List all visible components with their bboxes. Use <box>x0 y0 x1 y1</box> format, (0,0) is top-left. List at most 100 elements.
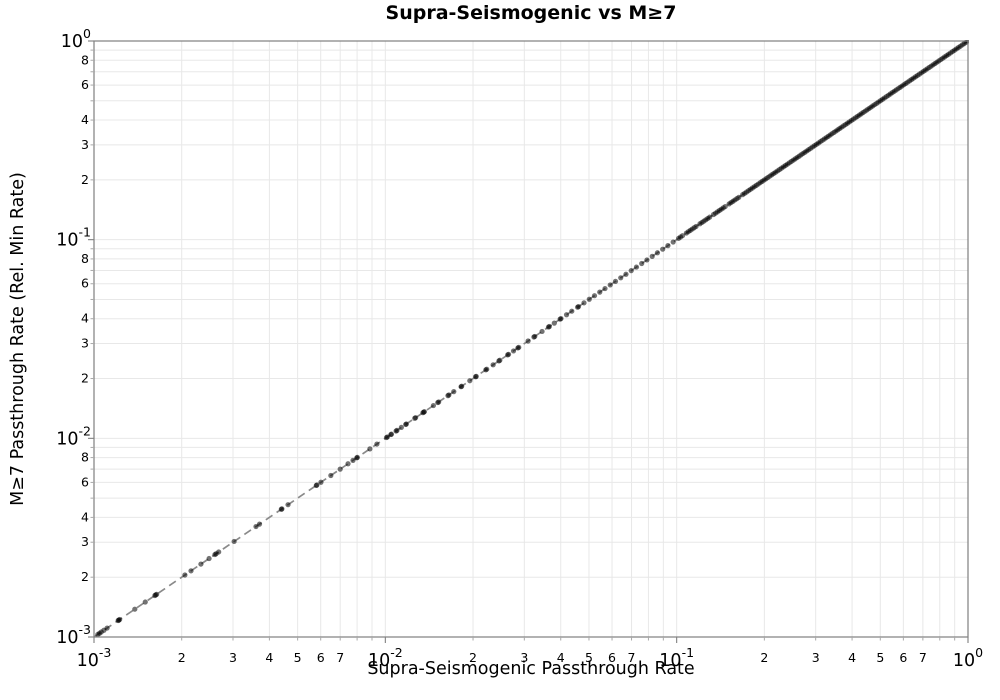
data-point <box>285 502 291 508</box>
y-major-tick-label: 10-3 <box>56 622 91 648</box>
data-point <box>558 315 564 322</box>
data-point <box>670 239 676 245</box>
data-point <box>328 472 334 479</box>
data-point <box>679 233 686 239</box>
y-major-tick-label: 100 <box>61 26 91 52</box>
data-point <box>551 320 557 326</box>
data-point <box>388 431 395 437</box>
data-point <box>374 441 380 447</box>
data-point <box>354 454 360 461</box>
data-point <box>117 616 123 623</box>
data-point <box>633 264 640 270</box>
x-minor-tick-label: 4 <box>848 650 856 665</box>
data-point <box>665 243 671 249</box>
x-minor-tick-label: 2 <box>760 650 768 665</box>
x-minor-tick-label: 6 <box>899 650 907 665</box>
data-point <box>394 427 400 433</box>
data-point <box>623 271 629 277</box>
y-minor-tick-label: 2 <box>81 172 89 187</box>
data-point <box>350 457 356 463</box>
data-point <box>398 424 404 431</box>
y-minor-tick-label: 3 <box>81 137 89 152</box>
chart-title: Supra-Seismogenic vs M≥7 <box>385 2 677 24</box>
data-point <box>654 250 661 256</box>
data-point <box>525 338 531 344</box>
y-minor-tick-label: 4 <box>81 311 89 326</box>
data-point <box>569 308 575 314</box>
data-point <box>497 357 503 363</box>
x-minor-tick-label: 2 <box>178 650 186 665</box>
y-major-tick-label: 10-1 <box>56 225 91 251</box>
x-minor-tick-label: 5 <box>294 650 302 665</box>
data-point <box>206 555 212 562</box>
identity-reference-line <box>93 40 969 638</box>
x-minor-tick-label: 7 <box>628 650 636 665</box>
data-point <box>403 421 409 427</box>
data-point <box>231 538 237 545</box>
y-minor-tick-label: 3 <box>81 534 89 549</box>
data-point <box>104 625 110 631</box>
y-minor-tick-label: 3 <box>81 336 89 351</box>
data-point <box>736 194 742 200</box>
data-point <box>693 223 699 230</box>
y-minor-tick-label: 8 <box>81 251 89 266</box>
data-point <box>644 257 650 263</box>
x-axis-label: Supra-Seismogenic Passthrough Rate <box>367 659 695 679</box>
x-minor-tick-label: 7 <box>919 650 927 665</box>
y-minor-tick-label: 6 <box>81 276 89 291</box>
x-minor-tick-label: 2 <box>469 650 477 665</box>
data-point <box>256 521 263 527</box>
data-point <box>532 333 538 340</box>
data-point <box>188 568 194 574</box>
y-minor-tick-label: 2 <box>81 371 89 386</box>
data-point <box>198 561 204 567</box>
y-minor-tick-label: 6 <box>81 77 89 92</box>
x-minor-tick-label: 3 <box>520 650 528 665</box>
y-minor-tick-label: 4 <box>81 509 89 524</box>
y-major-tick-label: 10-2 <box>56 423 91 449</box>
data-point <box>639 260 645 267</box>
data-point <box>490 362 496 368</box>
axes-spines <box>93 40 969 638</box>
x-minor-tick-label: 3 <box>812 650 820 665</box>
data-point <box>707 214 713 220</box>
y-minor-tick-label: 8 <box>81 52 89 67</box>
data-point <box>345 461 351 467</box>
data-point <box>446 392 452 398</box>
data-point <box>546 323 552 330</box>
data-point <box>314 482 320 488</box>
data-point <box>591 293 598 299</box>
data-point <box>575 304 582 310</box>
tick-marks <box>88 40 969 643</box>
data-point <box>628 268 634 274</box>
data-point <box>142 599 148 605</box>
data-point <box>516 344 522 350</box>
data-point <box>459 383 465 389</box>
data-point <box>612 278 619 284</box>
data-point <box>722 203 728 210</box>
data-point <box>649 253 655 259</box>
data-point <box>586 296 592 302</box>
x-minor-tick-label: 6 <box>608 650 616 665</box>
data-point <box>279 506 285 512</box>
data-point <box>451 389 457 395</box>
scatter-points <box>95 40 969 638</box>
data-point <box>597 289 603 295</box>
y-minor-tick-label: 2 <box>81 569 89 584</box>
data-point <box>660 246 666 252</box>
data-point <box>318 479 324 485</box>
data-point <box>539 328 545 335</box>
y-minor-tick-label: 6 <box>81 474 89 489</box>
x-minor-tick-label: 4 <box>557 650 565 665</box>
y-minor-tick-label: 4 <box>81 112 89 127</box>
data-point <box>581 300 587 306</box>
data-point <box>413 415 419 421</box>
x-minor-tick-label: 3 <box>229 650 237 665</box>
data-point <box>467 378 473 384</box>
data-point <box>484 366 490 372</box>
gridlines <box>93 40 969 638</box>
x-minor-tick-label: 4 <box>265 650 273 665</box>
data-point <box>563 312 570 318</box>
identity-line <box>93 40 969 638</box>
